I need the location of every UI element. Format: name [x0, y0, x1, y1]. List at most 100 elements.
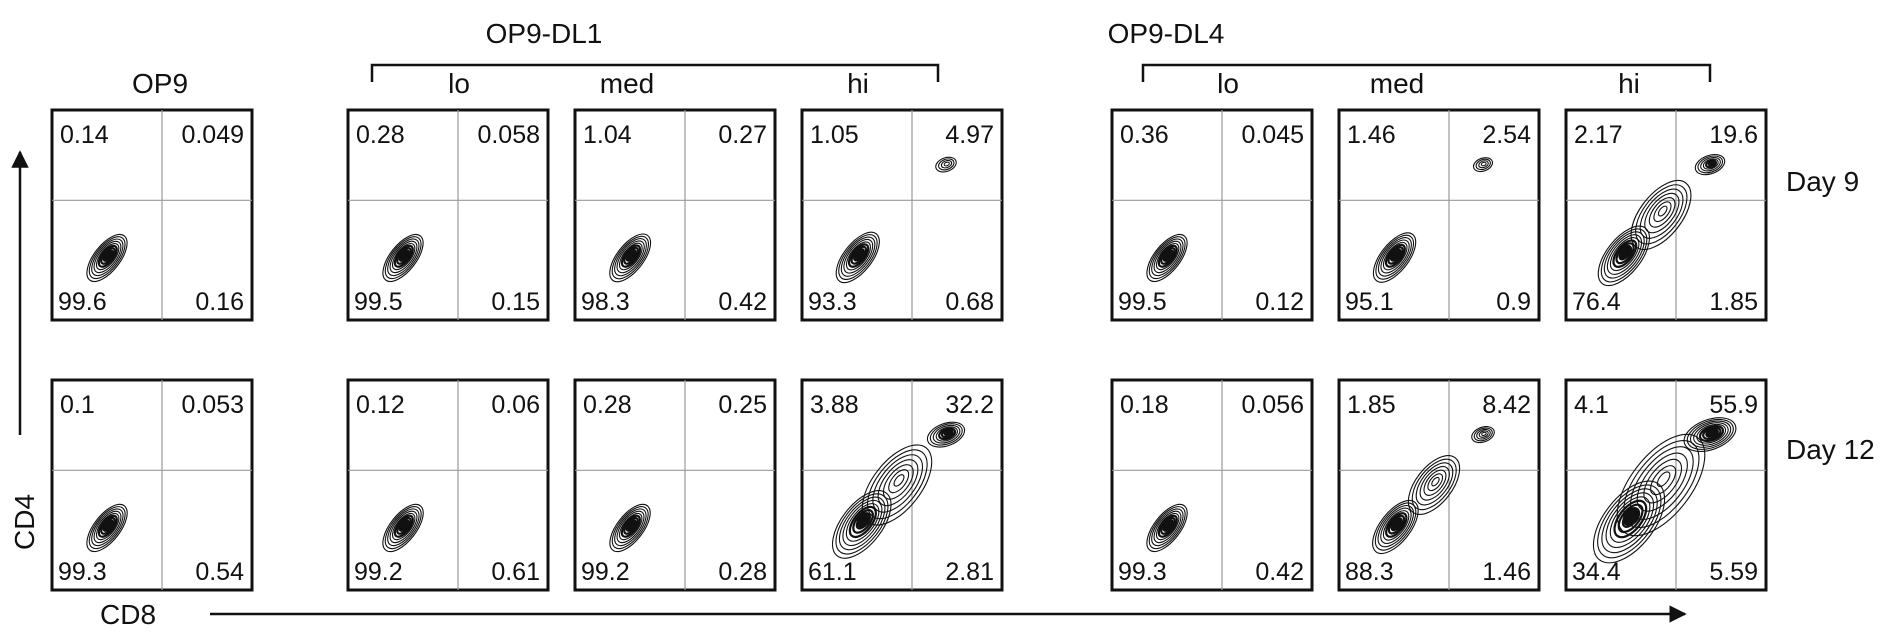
transition-population-contour [1636, 452, 1688, 512]
quadrant-ur-value: 32.2 [945, 391, 994, 419]
transition-population-contour [1648, 197, 1676, 228]
dn-population-contour [100, 516, 116, 535]
quadrant-ul-value: 0.28 [356, 121, 405, 149]
dn-population-contour [86, 503, 128, 553]
dn-population-contour [1609, 237, 1640, 272]
row-label-day-12: Day 12 [1786, 434, 1875, 465]
dn-population-contour [1155, 512, 1180, 541]
panel-frame [346, 378, 550, 592]
dn-population-contour [843, 238, 874, 274]
dp-population-contour-core [943, 429, 953, 437]
quadrant-ll-value: 61.1 [808, 558, 857, 586]
cd8-axis-label: CD8 [100, 599, 156, 630]
contour-panel: 1.04 0.27 98.3 0.42 [573, 108, 777, 322]
transition-population-contour [867, 449, 928, 520]
dn-population-contour-core [854, 248, 865, 260]
quadrant-ul-value: 3.88 [810, 391, 859, 419]
dn-population-contour [1382, 241, 1408, 271]
dp-population-contour [1686, 418, 1734, 450]
quadrant-ul-value: 0.28 [583, 391, 632, 419]
quadrant-lr-value: 0.9 [1496, 288, 1531, 316]
dn-population-contour [1160, 516, 1176, 535]
quadrant-ur-value: 8.42 [1482, 391, 1531, 419]
quadrant-ll-value: 99.2 [581, 558, 630, 586]
contour-panel: 1.46 2.54 95.1 0.9 [1337, 108, 1541, 322]
dn-population-contour-core [1163, 519, 1174, 531]
quadrant-ur-value: 0.045 [1241, 121, 1304, 149]
dp-population-contour [1702, 426, 1722, 441]
panel-frame [800, 378, 1004, 592]
dp-population-contour [1471, 426, 1495, 444]
transition-population-contour [893, 474, 905, 487]
dn-population-contour [1380, 507, 1412, 544]
quadrant-ll-value: 99.3 [58, 558, 107, 586]
quadrant-ll-value: 95.1 [1345, 288, 1394, 316]
dp-population-contour [929, 423, 963, 446]
dp-population-contour [935, 156, 957, 173]
dp-population-contour [1478, 430, 1489, 438]
quadrant-lr-value: 1.85 [1709, 288, 1758, 316]
quadrant-lr-value: 2.81 [945, 558, 994, 586]
dn-population-contour [1377, 237, 1412, 277]
dp-population-contour [1481, 431, 1487, 437]
dp-population-contour [1476, 428, 1491, 440]
panel-frame [1564, 378, 1768, 592]
quadrant-ul-value: 1.05 [810, 121, 859, 149]
dn-population-contour [845, 241, 871, 271]
dn-population-contour [1151, 508, 1184, 547]
panel-frame [1337, 108, 1541, 322]
dn-population-contour [616, 240, 645, 274]
contour-panel: 0.28 0.058 99.5 0.15 [346, 108, 550, 322]
subheader-dl4-hi: hi [1618, 68, 1640, 99]
dn-population-contour [88, 506, 126, 550]
panel-frame [573, 378, 777, 592]
dp-population-contour [1696, 423, 1727, 444]
transition-population-contour [1657, 205, 1668, 217]
transition-population-contour [1630, 446, 1694, 520]
dn-population-contour [1615, 242, 1635, 265]
dn-population-contour [382, 503, 424, 553]
dn-population-contour [852, 509, 874, 534]
dp-population-contour [1473, 427, 1493, 442]
quadrant-ll-value: 93.3 [808, 288, 857, 316]
dp-population-contour [1689, 420, 1732, 448]
subheader-dl4-lo: lo [1217, 68, 1239, 99]
quadrant-ur-value: 0.058 [477, 121, 540, 149]
dn-population-contour [1146, 233, 1188, 283]
quadrant-ul-value: 2.17 [1574, 121, 1623, 149]
quadrant-lr-value: 0.15 [491, 288, 540, 316]
dn-population-contour [1157, 514, 1178, 538]
contour-panel: 0.36 0.045 99.5 0.12 [1110, 108, 1314, 322]
panel-frame [50, 378, 254, 592]
dn-population-contour [1605, 492, 1655, 548]
dn-population-contour [1606, 234, 1643, 275]
contour-panel: 0.14 0.049 99.6 0.16 [50, 108, 254, 322]
transition-population-contour [1407, 455, 1461, 515]
quadrant-ll-value: 76.4 [1572, 288, 1621, 316]
dn-population-contour [91, 238, 124, 277]
dp-population-contour [1698, 424, 1725, 443]
panel-frame [346, 108, 550, 322]
dn-population-contour [1151, 238, 1184, 277]
dp-population-contour [1475, 158, 1491, 171]
dn-population-contour [835, 231, 880, 284]
transition-population-contour [872, 454, 924, 513]
dn-population-contour [1148, 236, 1186, 280]
dn-population-contour [1387, 514, 1406, 535]
transition-population-contour [888, 469, 910, 494]
dp-population-contour [1702, 158, 1719, 170]
dn-population-contour [1377, 505, 1414, 548]
quadrant-ul-value: 0.14 [60, 121, 109, 149]
bracket-op9-dl1 [370, 63, 940, 82]
quadrant-ll-value: 88.3 [1345, 558, 1394, 586]
quadrant-lr-value: 0.42 [718, 288, 767, 316]
dn-population-contour [384, 506, 422, 550]
dn-population-contour [842, 499, 883, 546]
dn-population-contour [609, 233, 652, 283]
dn-population-contour [620, 244, 642, 268]
quadrant-ur-value: 55.9 [1709, 391, 1758, 419]
dn-population-contour [614, 508, 647, 547]
panel-frame [1110, 108, 1314, 322]
quadrant-ur-value: 0.049 [181, 121, 244, 149]
panel-frame [573, 108, 777, 322]
